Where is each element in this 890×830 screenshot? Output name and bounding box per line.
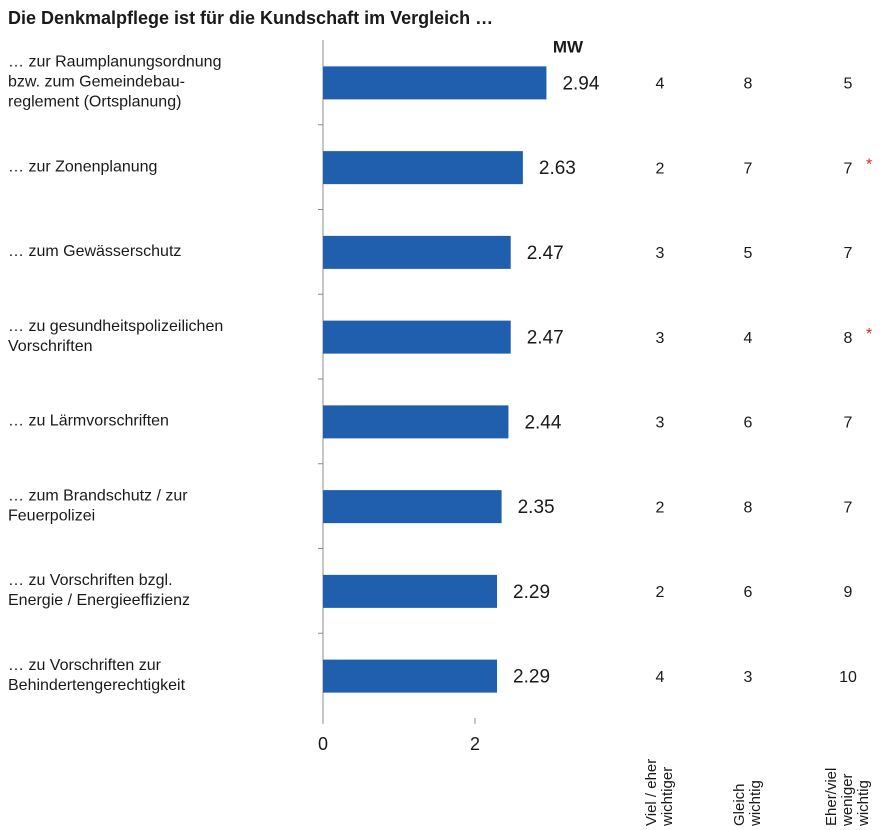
table-cell: 8 [744,76,753,93]
value-label: 2.94 [562,73,599,94]
table-cell: 4 [656,669,665,686]
table-cell: 2 [656,584,665,601]
column-header: weniger [839,773,856,827]
category-label: reglement (Ortsplanung) [8,94,181,111]
category-label: … zum Brandschutz / zur [8,487,188,504]
table-cell: 2 [656,160,665,177]
value-label: 2.35 [518,497,555,518]
category-label: bzw. zum Gemeindebau- [8,74,185,91]
category-label: Behindertengerechtigkeit [8,677,186,694]
table-cell: 10 [839,669,857,686]
value-label: 2.29 [513,582,550,603]
table-cell: 2 [656,499,665,516]
table-cell: 7 [844,245,853,262]
category-label: … zu gesundheitspolizeilichen [8,318,223,335]
table-cell: 5 [844,76,853,93]
category-label: Vorschriften [8,338,92,355]
value-label: 2.47 [527,328,564,349]
table-cell: 4 [656,76,665,93]
column-header: wichtig [747,780,764,827]
table-cell: 6 [744,584,753,601]
chart-title: Die Denkmalpflege ist für die Kundschaft… [8,8,493,28]
bar [323,151,523,185]
significance-marker: * [866,156,872,173]
table-cell: 8 [844,330,853,347]
bar [323,320,511,354]
bar [323,405,509,439]
category-label: … zur Zonenplanung [8,158,157,175]
category-label: Feuerpolizei [8,507,95,524]
x-tick-label: 2 [470,734,480,754]
column-header: Eher/viel [823,768,840,826]
category-label: Energie / Energieeffizienz [8,592,190,609]
table-cell: 7 [744,160,753,177]
bar [323,235,511,269]
column-header: Gleich [731,783,748,826]
x-tick-label: 0 [318,734,328,754]
table-cell: 3 [656,245,665,262]
category-label: … zu Vorschriften bzgl. [8,572,173,589]
value-label: 2.29 [513,667,550,688]
category-label: … zur Raumplanungsordnung [8,54,221,71]
category-label: … zu Lärmvorschriften [8,413,169,430]
table-cell: 9 [844,584,853,601]
column-header: wichtiger [659,767,676,827]
table-cell: 7 [844,415,853,432]
table-cell: 3 [656,330,665,347]
category-label: … zum Gewässerschutz [8,243,181,260]
bar [323,659,498,693]
value-label: 2.63 [539,158,576,179]
table-cell: 6 [744,415,753,432]
bar [323,66,547,100]
table-cell: 3 [744,669,753,686]
bar [323,574,498,608]
bar [323,490,502,524]
table-cell: 7 [844,160,853,177]
value-label: 2.47 [527,243,564,264]
significance-marker: * [866,326,872,343]
column-header: wichtig [855,780,872,827]
value-label: 2.44 [524,412,561,433]
table-cell: 7 [844,499,853,516]
category-label: … zu Vorschriften zur [8,657,162,674]
table-cell: 5 [744,245,753,262]
table-cell: 4 [744,330,753,347]
column-header: Viel / eher [643,759,660,826]
value-header: MW [553,37,584,56]
table-cell: 3 [656,415,665,432]
table-cell: 8 [744,499,753,516]
